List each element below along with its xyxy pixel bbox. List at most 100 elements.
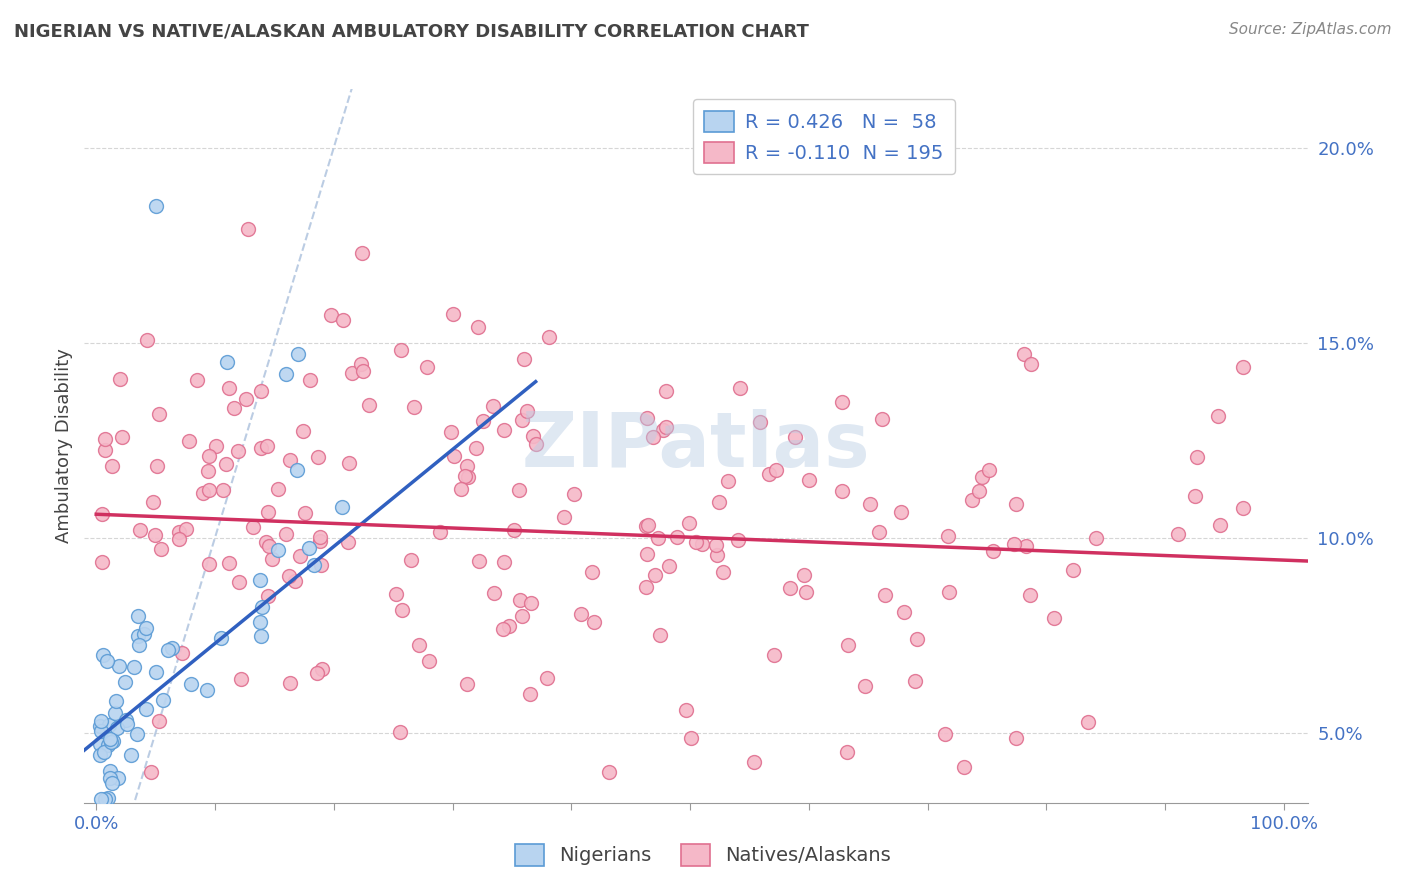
Point bbox=[250, 441, 273, 455]
Point bbox=[582, 615, 605, 630]
Point bbox=[634, 519, 657, 533]
Point bbox=[704, 538, 727, 552]
Point bbox=[122, 660, 145, 674]
Point bbox=[177, 434, 200, 449]
Point bbox=[120, 747, 142, 762]
Point bbox=[101, 733, 124, 747]
Point bbox=[492, 622, 515, 636]
Point bbox=[249, 615, 271, 629]
Point bbox=[650, 628, 672, 642]
Point bbox=[492, 555, 515, 569]
Point bbox=[520, 596, 543, 610]
Point bbox=[294, 506, 316, 520]
Point bbox=[1004, 497, 1026, 511]
Point bbox=[727, 533, 749, 548]
Point bbox=[100, 734, 122, 748]
Point bbox=[257, 505, 280, 519]
Point bbox=[1185, 450, 1208, 465]
Point bbox=[98, 771, 121, 785]
Point bbox=[647, 531, 669, 545]
Point bbox=[278, 453, 301, 467]
Point bbox=[581, 566, 603, 580]
Point bbox=[675, 703, 697, 717]
Text: Source: ZipAtlas.com: Source: ZipAtlas.com bbox=[1229, 22, 1392, 37]
Point bbox=[651, 423, 673, 437]
Point bbox=[728, 381, 751, 395]
Point bbox=[936, 529, 959, 543]
Point bbox=[222, 401, 245, 415]
Point bbox=[290, 549, 312, 563]
Point bbox=[357, 398, 380, 412]
Point bbox=[101, 458, 124, 473]
Point bbox=[142, 495, 165, 509]
Point bbox=[678, 516, 700, 530]
Point bbox=[666, 531, 689, 545]
Point bbox=[211, 483, 233, 498]
Point bbox=[108, 659, 131, 673]
Point bbox=[553, 510, 575, 524]
Point bbox=[96, 654, 118, 668]
Point bbox=[128, 638, 150, 652]
Point bbox=[1084, 532, 1107, 546]
Point bbox=[136, 334, 159, 348]
Point bbox=[1167, 527, 1189, 541]
Point bbox=[97, 718, 120, 732]
Point bbox=[111, 430, 134, 444]
Point bbox=[311, 662, 333, 676]
Point bbox=[250, 629, 273, 643]
Point bbox=[298, 541, 321, 555]
Point bbox=[257, 539, 280, 553]
Point bbox=[235, 392, 257, 406]
Point bbox=[197, 465, 219, 479]
Point bbox=[835, 745, 858, 759]
Point bbox=[319, 308, 342, 322]
Point bbox=[267, 543, 290, 558]
Point bbox=[481, 399, 503, 413]
Point bbox=[94, 432, 117, 446]
Point bbox=[658, 559, 681, 574]
Point bbox=[97, 738, 120, 752]
Point bbox=[180, 677, 202, 691]
Point bbox=[641, 429, 664, 443]
Point bbox=[1014, 347, 1036, 361]
Point bbox=[127, 609, 149, 624]
Point bbox=[562, 487, 585, 501]
Point bbox=[853, 679, 876, 693]
Point bbox=[654, 420, 676, 434]
Point bbox=[214, 457, 236, 471]
Point bbox=[304, 558, 326, 572]
Point bbox=[167, 532, 190, 546]
Point bbox=[299, 374, 322, 388]
Point bbox=[169, 525, 191, 540]
Point bbox=[1004, 731, 1026, 746]
Point bbox=[93, 648, 115, 662]
Text: ZIPatlas: ZIPatlas bbox=[522, 409, 870, 483]
Point bbox=[498, 619, 520, 633]
Point bbox=[748, 415, 770, 429]
Point bbox=[1077, 714, 1099, 729]
Point bbox=[465, 442, 488, 456]
Point bbox=[89, 719, 111, 733]
Point bbox=[332, 313, 354, 327]
Point bbox=[492, 423, 515, 437]
Point bbox=[779, 581, 801, 595]
Point bbox=[145, 199, 167, 213]
Point bbox=[285, 463, 308, 477]
Point bbox=[115, 717, 138, 731]
Point bbox=[690, 537, 713, 551]
Point bbox=[508, 483, 530, 498]
Point bbox=[145, 528, 167, 542]
Point bbox=[1015, 540, 1038, 554]
Point bbox=[890, 505, 912, 519]
Point bbox=[893, 605, 915, 619]
Point bbox=[350, 357, 373, 371]
Point bbox=[242, 519, 264, 533]
Point bbox=[89, 737, 111, 751]
Point bbox=[94, 792, 117, 806]
Point bbox=[340, 366, 363, 380]
Point bbox=[156, 643, 179, 657]
Point bbox=[256, 439, 278, 453]
Point bbox=[134, 626, 156, 640]
Point bbox=[516, 403, 538, 417]
Point bbox=[510, 609, 533, 624]
